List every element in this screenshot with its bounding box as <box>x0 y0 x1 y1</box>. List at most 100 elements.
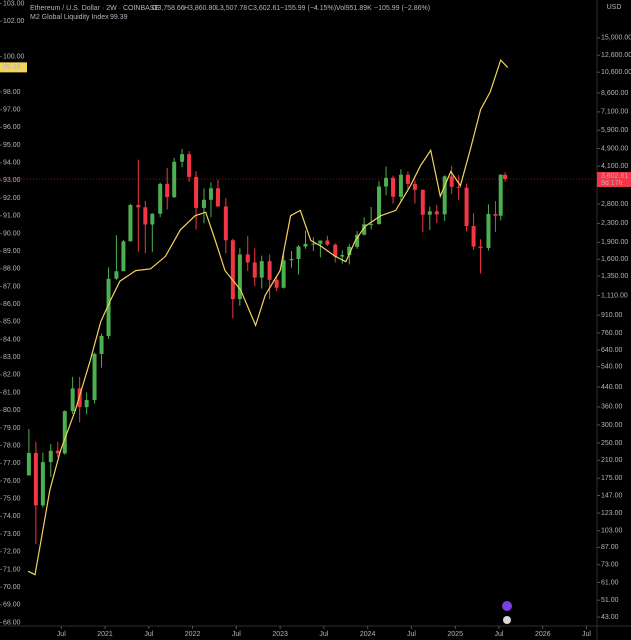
legend-name: Ethereum / U.S. Dollar · 2W · COINBASE <box>30 5 159 12</box>
candle-body <box>245 254 250 263</box>
candle-body <box>456 186 461 188</box>
candle-body <box>427 211 432 215</box>
candle-body <box>230 240 235 300</box>
candle-body <box>296 246 301 259</box>
candle-body <box>289 258 294 261</box>
candle-body <box>223 206 228 241</box>
candle-body <box>405 174 410 184</box>
candle-body <box>412 183 417 190</box>
y2-tick-label: 73.00 <box>601 562 619 569</box>
y2-tick-label: 87.00 <box>601 544 619 551</box>
candle-body <box>464 187 469 227</box>
y2-tick-label: 250.00 <box>601 440 623 447</box>
y2-tick-label: 4,900.00 <box>601 145 628 152</box>
y-tick-label: 80.00 <box>3 407 21 414</box>
ohlc-label: O3,758.66 <box>152 5 185 12</box>
volume-change-label: −105.99 (−2.86%) <box>374 5 430 12</box>
y2-tick-label: 10,600.00 <box>601 69 631 76</box>
candle-body <box>340 255 345 257</box>
y-tick-label: 69.00 <box>3 602 21 609</box>
y-tick-label: 88.00 <box>3 266 21 273</box>
candle-body <box>391 177 396 197</box>
candle-body <box>486 213 491 248</box>
y2-tick-label: 4,100.00 <box>601 163 628 170</box>
candle-body <box>377 186 382 225</box>
candle-body <box>369 224 374 226</box>
candle-body <box>215 188 220 207</box>
y-tick-label: 91.00 <box>3 213 21 220</box>
candle-body <box>420 189 425 215</box>
y2-tick-label: 5,900.00 <box>601 127 628 134</box>
currency: USD <box>607 4 622 11</box>
x-tick-label: 2024 <box>360 631 376 638</box>
m2-line <box>27 58 509 576</box>
y-tick-label: 98.00 <box>3 89 21 96</box>
candle-body <box>99 335 104 354</box>
candle-body <box>208 188 213 200</box>
candle-body <box>325 240 330 245</box>
ohlc-label: H3,860.80 <box>184 5 216 12</box>
candle-body <box>187 154 192 177</box>
candle-body <box>434 211 439 215</box>
candle-body <box>398 174 403 197</box>
y-tick-label: 72.00 <box>3 549 21 556</box>
x-tick-label: Jul <box>494 631 503 638</box>
candle-body <box>442 176 447 215</box>
candle-body <box>274 279 279 288</box>
candle-body <box>237 254 242 300</box>
x-tick-label: Jul <box>582 631 591 638</box>
y-tick-label: 100.00 <box>3 53 25 60</box>
candle-body <box>318 240 323 244</box>
y-tick-label: 71.00 <box>3 566 21 573</box>
candle-body <box>267 261 272 280</box>
y-tick-label: 77.00 <box>3 460 21 467</box>
candle-body <box>252 262 257 278</box>
last-value-box <box>0 62 27 73</box>
y-tick-label: 95.00 <box>3 142 21 149</box>
y2-tick-label: 61.00 <box>601 579 619 586</box>
x-tick-label: Jul <box>319 631 328 638</box>
legend-name: M2 Global Liquidity Index <box>30 14 109 21</box>
y2-tick-label: 1,110.00 <box>601 292 628 299</box>
x-tick-label: Jul <box>144 631 153 638</box>
ohlc-label: L3,507.78 <box>216 5 247 12</box>
event-icon[interactable] <box>502 601 512 611</box>
y2-tick-label: 1,900.00 <box>601 239 628 246</box>
candle-body <box>362 224 367 235</box>
candle-body <box>121 241 126 272</box>
candle-body <box>92 353 97 400</box>
x-tick-label: 2025 <box>447 631 463 638</box>
change-label: −155.99 (−4.15%) <box>280 5 336 12</box>
candle-body <box>55 450 60 454</box>
y-tick-label: 89.00 <box>3 248 21 255</box>
y-tick-label: 79.00 <box>3 425 21 432</box>
y-tick-label: 94.00 <box>3 160 21 167</box>
y-tick-label: 85.00 <box>3 319 21 326</box>
candle-body <box>40 462 45 506</box>
y-tick-label: 78.00 <box>3 442 21 449</box>
y2-tick-label: 760.00 <box>601 330 623 337</box>
y-tick-label: 76.00 <box>3 478 21 485</box>
y-tick-label: 102.00 <box>3 18 25 25</box>
candle-body <box>165 183 170 198</box>
y-tick-label: 68.00 <box>3 619 21 626</box>
candle-body <box>503 174 508 180</box>
candle-body <box>114 271 119 279</box>
flag-icon[interactable] <box>503 616 511 624</box>
y-tick-label: 87.00 <box>3 283 21 290</box>
candle-body <box>84 399 89 408</box>
x-tick-label: 2022 <box>185 631 201 638</box>
x-tick-label: Jul <box>232 631 241 638</box>
y2-tick-label: 300.00 <box>601 422 623 429</box>
candle-body <box>303 243 308 247</box>
candle-body <box>311 243 316 245</box>
candle-body <box>70 388 75 412</box>
y-tick-label: 92.00 <box>3 195 21 202</box>
legend-value: 99.39 <box>110 14 128 21</box>
candle-body <box>172 161 177 198</box>
candle-body <box>201 199 206 208</box>
y2-tick-label: 175.00 <box>601 475 623 482</box>
candle-body <box>143 207 148 225</box>
